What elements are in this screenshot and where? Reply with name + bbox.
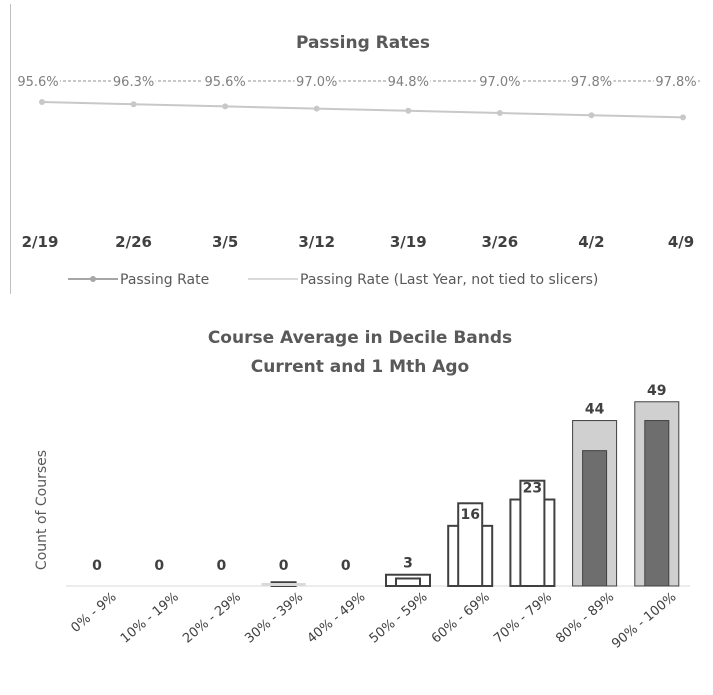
x-tick-label: 50% - 59% (367, 590, 431, 647)
data-label-bg (16, 72, 60, 88)
x-tick-label: 70% - 79% (491, 590, 555, 647)
chart-subtitle: Current and 1 Mth Ago (251, 357, 470, 377)
data-label: 23 (523, 481, 542, 497)
data-label: 97.8% (655, 75, 696, 90)
legend-label-last-year: Passing Rate (Last Year, not tied to sli… (300, 272, 598, 288)
data-label-bg (477, 72, 522, 88)
x-tick-label: 4/2 (578, 233, 604, 251)
bar-one-month-ago (519, 479, 546, 587)
bar-one-month-ago (395, 577, 421, 588)
data-point (496, 110, 503, 116)
x-tick-label: 90% - 100% (609, 590, 679, 652)
data-point (588, 112, 595, 119)
bar-one-month-ago (457, 502, 484, 587)
data-point (405, 107, 412, 114)
data-label: 97.0% (296, 75, 337, 90)
data-label: 16 (460, 507, 479, 523)
data-label: 44 (585, 402, 605, 418)
x-tick-label: 3/19 (390, 233, 427, 251)
chart-title: Course Average in Decile Bands (208, 328, 512, 348)
panel-edge-line (10, 4, 11, 294)
x-tick-label: 30% - 39% (242, 590, 306, 647)
y-axis-label: Count of Courses (34, 450, 50, 570)
legend-marker-passing-rate (90, 276, 96, 282)
series-line-passing-rate (41, 101, 684, 119)
legend: Passing Rate Passing Rate (Last Year, no… (68, 272, 598, 288)
data-label: 0 (341, 558, 351, 574)
legend-label-passing-rate: Passing Rate (120, 272, 209, 288)
passing-rates-panel: Passing Rates 95.6% 96.3% 95.6% 97.0% 94.8% 9… (0, 0, 713, 300)
x-tick-label: 0% - 9% (68, 590, 119, 636)
data-label: 49 (647, 383, 666, 399)
bar-current (261, 583, 306, 586)
x-tick-label: 4/9 (668, 233, 694, 251)
bar-one-month-ago (582, 450, 608, 587)
data-label: 0 (154, 558, 164, 574)
data-label: 96.3% (113, 75, 154, 90)
data-label: 0 (279, 558, 289, 574)
data-label: 97.0% (479, 75, 520, 90)
chart-title: Passing Rates (296, 33, 430, 53)
x-tick-label: 40% - 49% (305, 590, 369, 647)
data-label-bg (111, 72, 156, 88)
x-tick-label: 3/5 (212, 233, 238, 251)
x-tick-label: 3/12 (298, 233, 335, 251)
data-point (680, 114, 686, 121)
data-point (313, 105, 320, 112)
data-label: 97.8% (571, 75, 612, 90)
data-point (222, 103, 229, 110)
x-tick-label: 10% - 19% (118, 590, 182, 647)
decile-bands-chart: Course Average in Decile Bands Current a… (34, 328, 690, 652)
data-label: 95.6% (204, 75, 245, 90)
data-label: 3 (403, 556, 413, 572)
x-tick-label: 2/26 (115, 233, 152, 251)
x-tick-label: 2/19 (22, 233, 59, 251)
data-label: 95.6% (17, 75, 58, 90)
decile-bands-panel: Course Average in Decile Bands Current a… (0, 305, 713, 691)
data-point (130, 101, 137, 108)
bar-one-month-ago (644, 420, 670, 587)
data-label-bg (203, 72, 248, 88)
data-point (39, 99, 45, 105)
data-label: 94.8% (388, 75, 429, 90)
passing-rates-chart: Passing Rates 95.6% 96.3% 95.6% 97.0% 94.8% 9… (16, 33, 700, 288)
data-label-bg (654, 72, 698, 88)
data-label-bg (569, 72, 614, 88)
x-tick-label: 3/26 (481, 233, 518, 251)
data-label-bg (386, 72, 431, 88)
x-tick-label: 60% - 69% (429, 590, 493, 647)
x-tick-label: 20% - 29% (180, 590, 244, 647)
data-label: 0 (217, 558, 227, 574)
x-tick-label: 80% - 89% (553, 590, 617, 647)
data-label-bg (294, 72, 339, 88)
data-label: 0 (92, 558, 102, 574)
